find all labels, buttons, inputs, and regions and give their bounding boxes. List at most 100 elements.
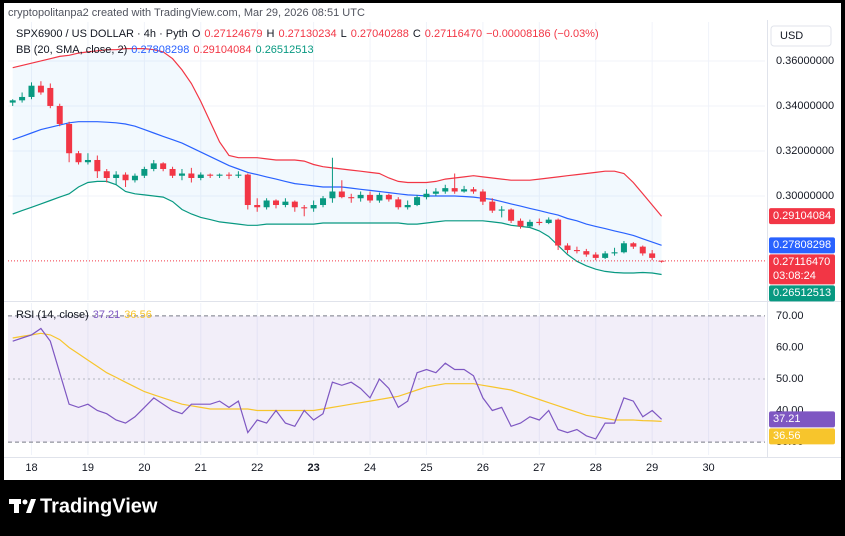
candle-body — [273, 200, 280, 206]
price-label-box — [769, 285, 835, 302]
candle-body — [658, 260, 665, 262]
indicator-name: RSI (14, close) — [16, 309, 89, 321]
candle-body — [573, 250, 580, 252]
legend: RSI (14, close) 37.21 36.56 — [16, 309, 152, 321]
x-tick-label: 28 — [590, 462, 602, 474]
ohlc-key: H — [267, 28, 275, 40]
x-tick-label: 22 — [251, 462, 263, 474]
indicator-value: 0.27808298 — [131, 44, 189, 56]
candle-body — [517, 220, 524, 227]
indicator-value: 0.29104084 — [193, 44, 251, 56]
candle-body — [376, 194, 383, 201]
candle-body — [526, 221, 533, 227]
candle-body — [131, 175, 138, 181]
price-label-box — [769, 237, 835, 254]
candle-body — [84, 159, 91, 163]
price-label-box — [769, 208, 835, 225]
candle-body — [207, 174, 214, 176]
candle-body — [320, 198, 327, 206]
indicator-value: 0.26512513 — [256, 44, 314, 56]
candle-body — [310, 205, 317, 209]
candle-body — [94, 159, 101, 172]
indicator-value: 36.56 — [124, 309, 152, 321]
candle-body — [620, 243, 627, 253]
y-tick-label: 60.00 — [776, 341, 804, 353]
candle-body — [178, 173, 185, 176]
legend: BB (20, SMA, close, 2) 0.27808298 0.291040… — [16, 44, 314, 56]
legend: SPX6900 / US DOLLAR · 4h · Pyth O 0.271246… — [16, 28, 599, 40]
x-tick-label: 25 — [420, 462, 432, 474]
price-label: 0.27808298 — [773, 239, 831, 251]
candle-body — [216, 174, 223, 176]
brand-logo — [9, 499, 36, 513]
candle-body — [329, 191, 336, 199]
candle-body — [432, 191, 439, 194]
band-line — [12, 180, 662, 276]
y-tick-label: 0.32000000 — [776, 145, 834, 157]
candle-body — [602, 253, 609, 258]
candle-body — [630, 243, 637, 247]
candle-body — [385, 194, 392, 200]
price-label: 36.56 — [773, 430, 801, 442]
price-label-box — [769, 254, 835, 285]
candle-body — [66, 123, 73, 154]
price-label: 0.29104084 — [773, 210, 831, 222]
candle-body — [160, 163, 167, 169]
change: −0.00008186 (−0.03%) — [486, 28, 599, 40]
rsi-line — [12, 327, 663, 440]
x-tick-label: 30 — [702, 462, 714, 474]
candle-body — [470, 189, 477, 192]
candle-body — [348, 197, 355, 199]
candle-body — [113, 174, 120, 178]
credit: cryptopolitanpa2 created with TradingVie… — [8, 7, 365, 19]
candle-body — [75, 153, 82, 163]
x-tick-label: 26 — [477, 462, 489, 474]
candle-body — [188, 173, 195, 178]
candle-body — [225, 174, 232, 176]
candle-body — [404, 205, 411, 208]
candle-body — [56, 105, 63, 124]
candle-body — [498, 209, 505, 211]
candle-body — [545, 219, 552, 224]
ohlc-key: C — [413, 28, 421, 40]
ohlc-key: O — [192, 28, 201, 40]
candle-body — [244, 174, 251, 206]
ohlc-value: 0.27116470 — [425, 28, 482, 40]
price-label-box — [769, 428, 835, 445]
candle-body — [197, 174, 204, 178]
price-label-box — [769, 411, 835, 428]
candle-body — [47, 87, 54, 106]
candle-body — [9, 100, 16, 103]
chart-background — [4, 3, 841, 480]
candle-body — [555, 219, 562, 246]
candle-body — [169, 168, 176, 176]
x-tick-label: 19 — [82, 462, 94, 474]
candle-body — [150, 163, 157, 169]
candle-body — [291, 201, 298, 208]
candle-body — [564, 245, 571, 251]
candle-body — [395, 199, 402, 208]
currency-box[interactable] — [770, 25, 832, 47]
candle-body — [442, 188, 449, 192]
candle-body — [367, 194, 374, 201]
x-tick-label: 21 — [195, 462, 207, 474]
candle-body — [357, 194, 364, 199]
x-tick-label: 20 — [138, 462, 150, 474]
indicator-value: 37.21 — [93, 309, 121, 321]
candle-body — [489, 201, 496, 211]
candle-body — [461, 189, 468, 192]
candle-body — [508, 209, 515, 221]
y-tick-label: 0.36000000 — [776, 55, 834, 67]
candle-body — [451, 188, 458, 192]
candle-body — [235, 174, 242, 176]
indicator-name: BB (20, SMA, close, 2) — [16, 44, 127, 56]
candle-body — [338, 191, 345, 198]
price-label: 0.26512513 — [773, 287, 831, 299]
candle-body — [479, 191, 486, 202]
candle-body — [592, 254, 599, 258]
candle-body — [282, 201, 289, 206]
candle-body — [19, 96, 26, 101]
y-tick-label: 70.00 — [776, 310, 804, 322]
y-tick-label: 50.00 — [776, 373, 804, 385]
